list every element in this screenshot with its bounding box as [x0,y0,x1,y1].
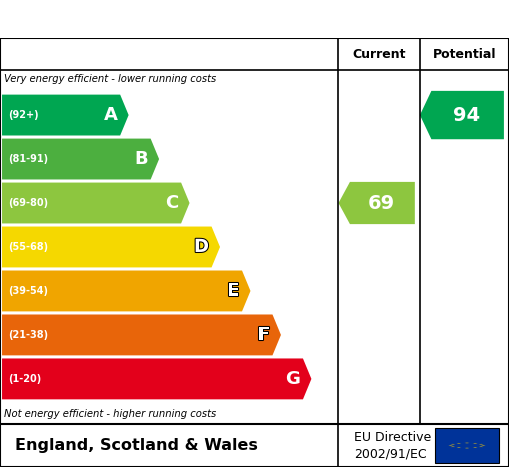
Text: (69-80): (69-80) [8,198,48,208]
Text: Energy Efficiency Rating: Energy Efficiency Rating [92,7,417,31]
Polygon shape [478,446,484,447]
Text: A: A [104,106,118,124]
Text: (81-91): (81-91) [8,154,48,164]
Polygon shape [450,446,456,447]
Text: F: F [258,326,270,344]
Polygon shape [450,444,456,445]
Text: C: C [165,194,179,212]
Polygon shape [456,443,462,444]
Polygon shape [480,445,486,446]
Polygon shape [448,445,454,446]
Polygon shape [472,443,478,444]
Text: Very energy efficient - lower running costs: Very energy efficient - lower running co… [4,74,216,84]
Text: D: D [194,238,209,256]
Text: E: E [227,282,239,300]
Text: G: G [286,370,300,388]
Text: 69: 69 [368,193,395,212]
Polygon shape [2,95,129,135]
Text: EU Directive
2002/91/EC: EU Directive 2002/91/EC [354,431,431,460]
Polygon shape [2,314,281,355]
Text: 94: 94 [454,106,480,125]
Polygon shape [2,226,220,268]
Text: Potential: Potential [433,48,496,61]
Polygon shape [2,183,189,223]
Text: England, Scotland & Wales: England, Scotland & Wales [15,438,258,453]
Polygon shape [472,447,478,448]
Polygon shape [420,91,504,139]
Bar [435,428,499,463]
Polygon shape [2,139,159,179]
Text: Not energy efficient - higher running costs: Not energy efficient - higher running co… [4,409,216,418]
Text: (92+): (92+) [8,110,39,120]
Polygon shape [338,182,415,224]
Text: (21-38): (21-38) [8,330,48,340]
Text: B: B [134,150,148,168]
Polygon shape [456,447,462,448]
Polygon shape [2,270,250,311]
Polygon shape [2,359,312,399]
Text: (55-68): (55-68) [8,242,48,252]
Text: (1-20): (1-20) [8,374,41,384]
Text: (39-54): (39-54) [8,286,48,296]
Text: Current: Current [352,48,406,61]
Polygon shape [478,444,484,445]
